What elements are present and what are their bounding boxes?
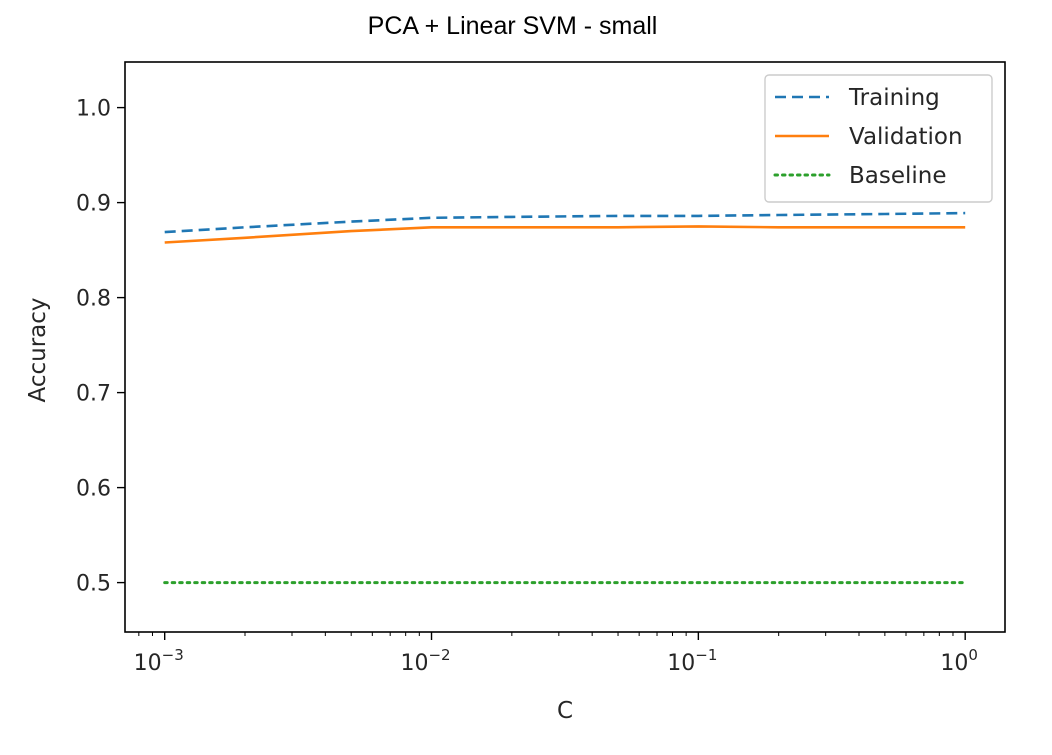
legend: Training Validation Baseline — [764, 74, 993, 203]
chart-title: PCA + Linear SVM - small — [367, 12, 658, 40]
y-tick-label: 0.6 — [76, 477, 111, 502]
y-tick-label: 0.8 — [76, 287, 111, 312]
series-line-training — [164, 211, 966, 234]
y-tick-label: 0.9 — [76, 192, 111, 217]
ticks-layer: 10−3 10−2 10−1 100 0.5 0.6 0.7 0.8 0.9 1.0 — [76, 97, 978, 676]
x-tick-label: 10−2 — [400, 646, 450, 676]
legend-label-validation: Validation — [849, 124, 963, 150]
axes-frame — [124, 61, 1006, 633]
y-tick-label: 0.7 — [76, 382, 111, 407]
legend-frame — [764, 74, 993, 203]
legend-items: Training Validation Baseline — [773, 85, 963, 189]
y-tick-label: 0.5 — [76, 572, 111, 597]
legend-label-training: Training — [848, 85, 940, 111]
legend-label-baseline: Baseline — [849, 163, 947, 189]
y-axis-label: Accuracy — [25, 297, 51, 402]
x-tick-label: 100 — [940, 646, 978, 676]
series-line-validation — [164, 225, 966, 244]
x-tick-label: 10−3 — [134, 646, 184, 676]
y-tick-label: 1.0 — [76, 97, 111, 122]
x-tick-label: 10−1 — [667, 646, 717, 676]
x-axis-label: C — [557, 698, 573, 724]
series-layer — [163, 211, 967, 585]
